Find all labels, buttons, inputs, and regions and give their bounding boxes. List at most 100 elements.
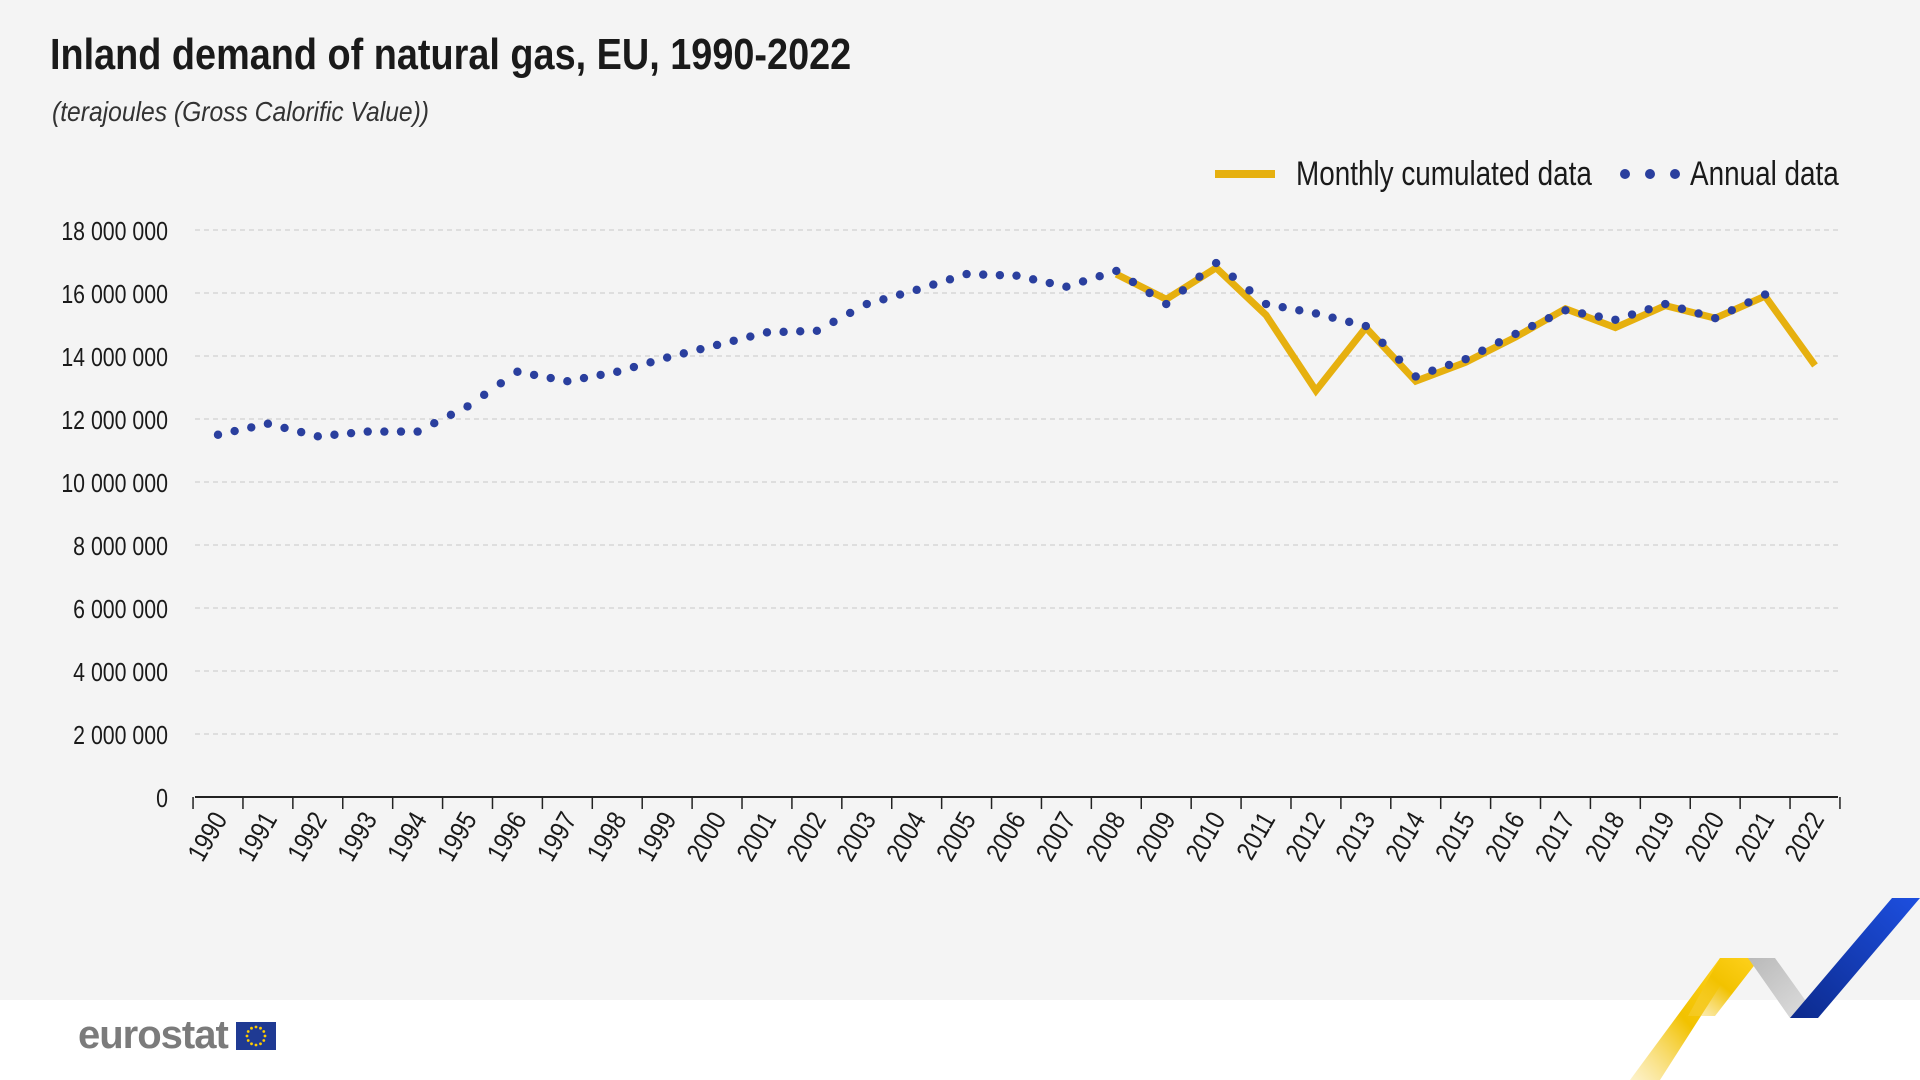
eurostat-logo: eurostat (78, 1013, 276, 1058)
annual-data-dot (1228, 272, 1237, 281)
eurostat-wordmark: eurostat (78, 1013, 229, 1057)
annual-data-dot (1378, 338, 1387, 348)
annual-data-dot (596, 370, 605, 380)
y-tick-label: 0 (156, 784, 168, 814)
annual-data-dot (1278, 302, 1287, 312)
annual-data-dot (430, 419, 439, 428)
annual-data-dot (1760, 290, 1770, 299)
annual-data-dot (613, 367, 622, 376)
annual-data-dot (213, 430, 223, 439)
annual-data-dot (1444, 360, 1454, 370)
flag-star (249, 1041, 253, 1045)
legend-label-monthly: Monthly cumulated data (1296, 154, 1593, 192)
y-tick-label: 18 000 000 (61, 217, 168, 247)
annual-data-dot (995, 270, 1005, 280)
annual-data-dot (1128, 277, 1138, 287)
annual-data-dot (1195, 272, 1204, 281)
footer-band (0, 1000, 1920, 1080)
annual-data-dot (1361, 321, 1371, 331)
flag-star (258, 1026, 262, 1030)
annual-data-dot (1577, 309, 1587, 318)
legend-swatch-annual-dot (1670, 169, 1680, 179)
annual-data-dot (446, 410, 456, 419)
annual-data-dot (247, 423, 256, 432)
annual-data-dot (796, 327, 805, 336)
annual-data-dot (746, 332, 755, 341)
legend-swatch-annual-dot (1620, 169, 1630, 179)
annual-data-dot (1045, 278, 1054, 288)
annual-data-dot (696, 344, 705, 354)
y-tick-label: 10 000 000 (61, 469, 168, 499)
y-tick-label: 6 000 000 (73, 595, 168, 625)
annual-data-dot (812, 326, 822, 335)
annual-data-dot (1694, 309, 1703, 318)
flag-star (246, 1038, 250, 1042)
annual-data-dot (879, 295, 888, 304)
y-tick-label: 14 000 000 (61, 343, 168, 373)
annual-data-dot (1727, 306, 1737, 315)
flag-star (249, 1026, 253, 1030)
annual-data-dot (1295, 306, 1304, 315)
annual-data-dot (1478, 346, 1487, 355)
y-tick-label: 16 000 000 (61, 280, 168, 310)
annual-data-dot (1461, 354, 1470, 364)
annual-data-dot (629, 362, 639, 372)
annual-data-dot (380, 427, 389, 436)
series (213, 258, 1818, 441)
annual-data-dot (1062, 282, 1071, 291)
annual-data-dot (529, 370, 539, 380)
annual-data-dot (1345, 317, 1354, 327)
annual-data-dot (646, 358, 655, 367)
flag-star (263, 1034, 267, 1037)
y-tick-label: 4 000 000 (73, 658, 168, 688)
legend-swatch-annual-dot (1645, 169, 1655, 179)
flag-star (254, 1043, 258, 1046)
annual-data-dot (1561, 306, 1570, 315)
annual-data-dot (845, 308, 855, 318)
annual-data-dot (1394, 355, 1404, 364)
annual-data-dot (263, 419, 273, 428)
annual-data-dot (313, 432, 323, 441)
annual-data-dot (579, 373, 589, 383)
annual-data-dot (1211, 258, 1221, 268)
y-tick-label: 8 000 000 (73, 532, 168, 562)
annual-data-dot (1328, 313, 1337, 322)
annual-data-dot (1178, 286, 1188, 295)
annual-data-dot (862, 299, 871, 309)
annual-data-dot (962, 269, 971, 279)
annual-data-dot (1644, 305, 1653, 314)
annual-data-dot (945, 275, 955, 284)
annual-data-dot (895, 290, 905, 299)
flag-star (245, 1034, 249, 1037)
annual-data-dot (1411, 372, 1420, 381)
annual-data-dot (1677, 304, 1687, 313)
annual-data-dot (1112, 266, 1121, 276)
annual-data-dot (280, 423, 289, 433)
annual-data-dot (979, 270, 988, 279)
annual-data-dot (1744, 298, 1753, 307)
eu-flag-icon (235, 1021, 276, 1050)
annual-data-dot (662, 353, 672, 362)
annual-data-dot (1145, 288, 1154, 298)
annual-data-dot (1611, 315, 1620, 324)
annual-data-dot (729, 336, 738, 345)
annual-data-dot (496, 379, 506, 388)
annual-data-dot (1078, 277, 1088, 286)
legend-label-annual: Annual data (1690, 154, 1839, 192)
annual-data-dot (1511, 329, 1520, 339)
y-tick-label: 12 000 000 (61, 406, 168, 436)
annual-data-dot (363, 427, 372, 436)
annual-data-dot (679, 349, 688, 358)
flag-star (246, 1029, 250, 1033)
annual-data-dot (929, 280, 938, 289)
annual-data-dot (1710, 314, 1720, 323)
flag-star (262, 1029, 266, 1033)
chart-title: Inland demand of natural gas, EU, 1990-2… (50, 30, 852, 79)
y-tick-label: 2 000 000 (73, 721, 168, 751)
annual-data-dot (1245, 286, 1254, 295)
annual-data-dot (513, 367, 522, 376)
flag-star (254, 1025, 258, 1028)
annual-data-dot (1162, 299, 1171, 309)
annual-data-dot (1594, 312, 1603, 321)
